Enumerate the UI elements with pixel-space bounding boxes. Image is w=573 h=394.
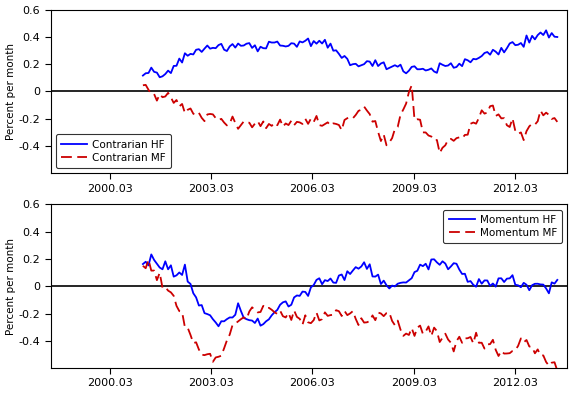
Legend: Momentum HF, Momentum MF: Momentum HF, Momentum MF (444, 210, 562, 243)
Momentum HF (237, 309, 244, 313)
Contrarian MF (478, 108, 485, 113)
Line: Momentum HF: Momentum HF (143, 255, 558, 326)
Momentum MF (554, 368, 561, 373)
Momentum MF (428, 334, 435, 338)
Contrarian HF (237, 43, 244, 48)
Contrarian MF (207, 112, 214, 116)
Momentum MF (386, 310, 393, 315)
Y-axis label: Percent per month: Percent per month (6, 238, 15, 335)
Contrarian HF (428, 66, 435, 71)
Momentum MF (237, 317, 244, 322)
Contrarian HF (554, 35, 561, 39)
Momentum HF (386, 286, 393, 291)
Line: Contrarian MF: Contrarian MF (143, 85, 558, 153)
Contrarian HF (386, 65, 393, 70)
Momentum MF (207, 351, 214, 356)
Momentum HF (478, 281, 485, 286)
Contrarian MF (237, 123, 244, 127)
Y-axis label: Percent per month: Percent per month (6, 43, 15, 140)
Contrarian MF (386, 140, 393, 145)
Contrarian HF (478, 54, 485, 58)
Contrarian MF (428, 134, 435, 139)
Line: Momentum MF: Momentum MF (143, 260, 558, 371)
Legend: Contrarian HF, Contrarian MF: Contrarian HF, Contrarian MF (56, 134, 171, 168)
Momentum HF (207, 313, 214, 318)
Momentum HF (428, 257, 435, 262)
Contrarian MF (554, 119, 561, 124)
Momentum HF (554, 277, 561, 282)
Line: Contrarian HF: Contrarian HF (143, 30, 558, 77)
Momentum MF (478, 340, 485, 345)
Contrarian HF (207, 46, 214, 51)
